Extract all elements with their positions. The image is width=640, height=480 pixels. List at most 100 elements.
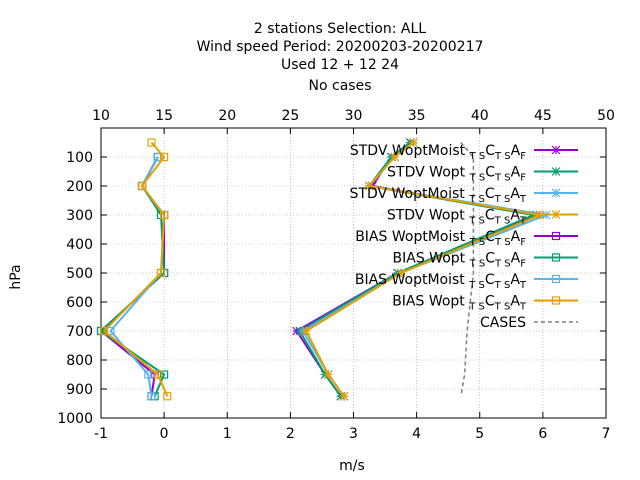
legend-label-part: T S [468,280,485,291]
series-line [99,156,166,397]
data-point [137,181,147,191]
legend-label-part: STDV Wopt [387,165,469,181]
legend-label-part: F [520,259,526,270]
legend-label-part: T S [469,259,486,270]
x2-tick-label: 35 [408,108,426,124]
x2-tick-label: 50 [597,108,615,124]
x2-tick-label: 10 [92,108,110,124]
data-point [100,326,109,336]
data-point [147,392,156,401]
y-axis-label: hPa [8,264,24,289]
legend-label-part: A [510,294,520,310]
legend-label-part: A [511,251,521,267]
y-tick-label: 700 [66,324,93,340]
data-point [323,370,333,379]
data-point [551,274,561,284]
legend-entry: STDV WoptMoist T SCT SAT [350,186,578,205]
legend-label: STDV Wopt T SCT SAT [387,208,527,227]
legend-label-part: A [510,272,520,288]
legend-label-part: STDV WoptMoist [350,186,470,202]
series-line [298,141,537,397]
legend-label: CASES [480,315,526,331]
legend-label: STDV WoptMoist T SCT SAT [350,186,527,205]
legend-label-part: T S [494,216,511,227]
series-cases [460,142,475,397]
x-tick-label: 6 [538,426,547,442]
x2-tick-label: 20 [218,108,236,124]
legend-entry: BIAS Wopt T SCT SAF [393,251,578,270]
data-point [339,391,349,401]
legend-label-part: T [519,280,527,291]
data-point [528,210,538,220]
legend-entry: BIAS WoptMoist T SCT SAT [355,272,578,291]
legend-label: BIAS Wopt T SCT SAF [393,251,527,270]
legend-label-part: BIAS Wopt [393,251,470,267]
legend-label-part: C [485,143,495,159]
legend-label-part: C [485,229,495,245]
x-tick-label: 7 [602,426,611,442]
data-point [106,326,115,336]
legend-label: STDV WoptMoist T SCT SAF [350,143,526,162]
legend-label-part: A [511,229,521,245]
legend-label-part: C [485,186,495,202]
legend-label-part: F [520,151,526,162]
legend-label-part: T S [469,151,486,162]
legend-label-part: T S [468,194,485,205]
x2-tick-label: 45 [534,108,552,124]
legend-label-part: A [510,186,520,202]
legend-entry: BIAS Wopt T SCT SAT [392,294,578,313]
legend-entry: CASES [480,315,578,331]
y-axis: 100 200 300 400 500 600 700 800 900 1000 [57,150,606,427]
title-line-2: Wind speed Period: 20200203-20200217 [197,39,484,55]
legend-label-part: STDV WoptMoist [350,143,470,159]
data-point [551,210,561,219]
legend-label-part: T S [494,173,511,184]
data-point [551,231,561,241]
y-tick-label: 400 [66,237,93,253]
title-line-3: Used 12 + 12 24 [281,57,399,73]
legend-label-part: T S [494,280,511,291]
legend-label-part: T S [494,302,511,313]
x-tick-label: 5 [475,426,484,442]
data-point [364,181,374,191]
legend-entry: STDV Wopt T SCT SAT [387,208,578,227]
series-line [99,156,166,397]
legend-entry: BIAS WoptMoist T SCT SAF [355,229,578,248]
y-tick-label: 500 [66,266,93,282]
data-point [551,167,561,176]
x-tick-label: -1 [94,426,108,442]
data-point [409,138,418,147]
y-tick-label: 100 [66,150,93,166]
legend-label: BIAS WoptMoist T SCT SAF [355,229,526,248]
x-axis-label: m/s [339,458,365,474]
data-point [163,392,172,401]
legend-label-part: A [511,165,521,181]
legend-label-part: C [485,272,495,288]
x-tick-label: 2 [286,426,295,442]
x-tick-label: 1 [223,426,232,442]
data-point [147,138,156,147]
data-point [156,268,166,278]
x2-axis: 10 15 20 25 30 35 40 45 50 [92,108,615,134]
legend-label-part: T S [494,237,511,248]
x-tick-label: 4 [412,426,421,442]
x-axis: -1 0 1 2 3 4 5 6 7 [94,412,610,442]
legend-label-part: BIAS WoptMoist [355,229,469,245]
legend-label-part: T S [494,259,511,270]
legend-label-part: T [519,194,527,205]
series-line [304,141,544,397]
legend-label: BIAS Wopt T SCT SAT [392,294,527,313]
data-point [153,152,162,162]
x-tick-label: 0 [160,426,169,442]
legend-label-part: A [511,143,521,159]
legend-label-part: C [485,251,495,267]
x2-tick-label: 25 [281,108,299,124]
legend-label-part: T S [494,194,511,205]
y-tick-label: 800 [66,353,93,369]
legend-label-part: BIAS WoptMoist [355,272,469,288]
data-point [396,268,406,278]
data-point [551,296,561,305]
legend-label-part: T [519,216,527,227]
chart-title: 2 stations Selection: ALL Wind speed Per… [197,21,484,94]
